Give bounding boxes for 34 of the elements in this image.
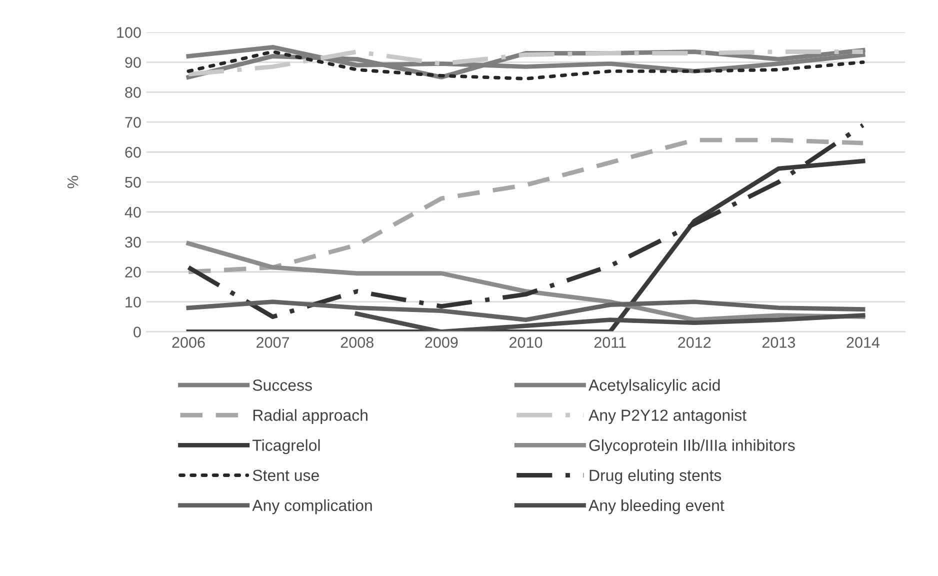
y-tick-label: 30 — [125, 236, 141, 248]
y-axis-title: % — [67, 176, 78, 188]
legend-label: Stent use — [252, 470, 319, 482]
x-tick-label: 2010 — [510, 337, 542, 348]
legend-label: Glycoprotein IIb/IIIa inhibitors — [589, 439, 795, 454]
y-tick-label: 80 — [125, 87, 141, 98]
legend-label: Radial approach — [253, 409, 368, 424]
legend-label: Any complication — [252, 499, 372, 514]
y-tick-label: 20 — [125, 266, 141, 278]
y-tick-label: 100 — [117, 27, 141, 38]
legend-label: Acetylsalicylic acid — [588, 379, 720, 394]
legend-label: Any bleeding event — [588, 499, 724, 514]
line-series — [354, 312, 866, 332]
y-tick-label: 50 — [125, 176, 141, 188]
x-tick-label: 2009 — [425, 337, 458, 348]
legend-label: Ticagrelol — [252, 439, 320, 454]
legend-label: Drug eluting stents — [590, 469, 722, 484]
x-tick-label: 2011 — [594, 337, 626, 348]
y-tick-label: 60 — [125, 146, 141, 158]
x-tick-label: 2006 — [172, 337, 205, 348]
legend-label: Any P2Y12 antagonist — [588, 409, 746, 424]
y-tick-label: 10 — [126, 296, 141, 308]
y-tick-label: 0 — [134, 326, 141, 338]
x-tick-label: 2008 — [340, 337, 374, 348]
y-tick-label: 40 — [124, 206, 141, 218]
y-tick-label: 70 — [125, 116, 141, 128]
legend-label: Success — [252, 380, 312, 391]
x-tick-label: 2013 — [762, 337, 796, 348]
x-tick-label: 2007 — [256, 337, 290, 348]
line-series — [186, 300, 866, 322]
x-tick-label: 2012 — [678, 337, 711, 348]
line-series — [186, 138, 866, 274]
x-tick-label: 2014 — [846, 337, 880, 348]
y-tick-label: 90 — [125, 57, 141, 68]
